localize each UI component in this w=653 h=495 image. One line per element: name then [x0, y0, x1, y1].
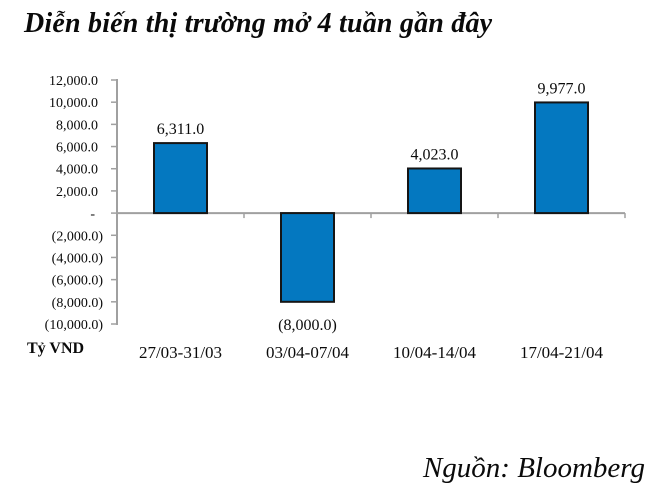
- y-tick-label: 2,000.0: [56, 185, 98, 200]
- y-tick-label: (6,000.0): [52, 274, 104, 289]
- source-note: Nguồn: Bloomberg: [422, 452, 645, 484]
- bar-data-label: 9,977.0: [538, 80, 586, 97]
- y-axis-unit-label: Tỷ VND: [27, 340, 84, 357]
- category-label: 17/04-21/04: [520, 343, 604, 362]
- bar: [280, 212, 335, 303]
- y-tick-label: -: [90, 207, 95, 222]
- y-tick-label: (4,000.0): [52, 251, 104, 266]
- y-tick-label: 8,000.0: [56, 118, 98, 133]
- bar: [407, 167, 462, 215]
- chart-title: Diễn biến thị trường mở 4 tuần gần đây: [24, 8, 493, 39]
- y-tick-label: 4,000.0: [56, 163, 98, 178]
- y-tick-label: (8,000.0): [52, 296, 104, 311]
- bar: [534, 101, 589, 215]
- bar: [153, 142, 208, 215]
- bar-data-label: 4,023.0: [411, 146, 459, 163]
- bar-data-label: 6,311.0: [157, 121, 204, 138]
- y-tick-label: (2,000.0): [52, 229, 104, 244]
- y-tick-label: (10,000.0): [45, 318, 104, 333]
- bar-chart: 12,000.0 10,000.0 8,000.0 6,000.0 4,000.0 2,0…: [27, 74, 626, 362]
- category-label: 10/04-14/04: [393, 343, 477, 362]
- bar-data-label: (8,000.0): [278, 317, 337, 334]
- y-tick-label: 12,000.0: [49, 74, 98, 89]
- category-label: 27/03-31/03: [139, 343, 222, 362]
- y-tick-label: 6,000.0: [56, 141, 98, 156]
- y-tick-label: 10,000.0: [49, 96, 98, 111]
- category-label: 03/04-07/04: [266, 343, 350, 362]
